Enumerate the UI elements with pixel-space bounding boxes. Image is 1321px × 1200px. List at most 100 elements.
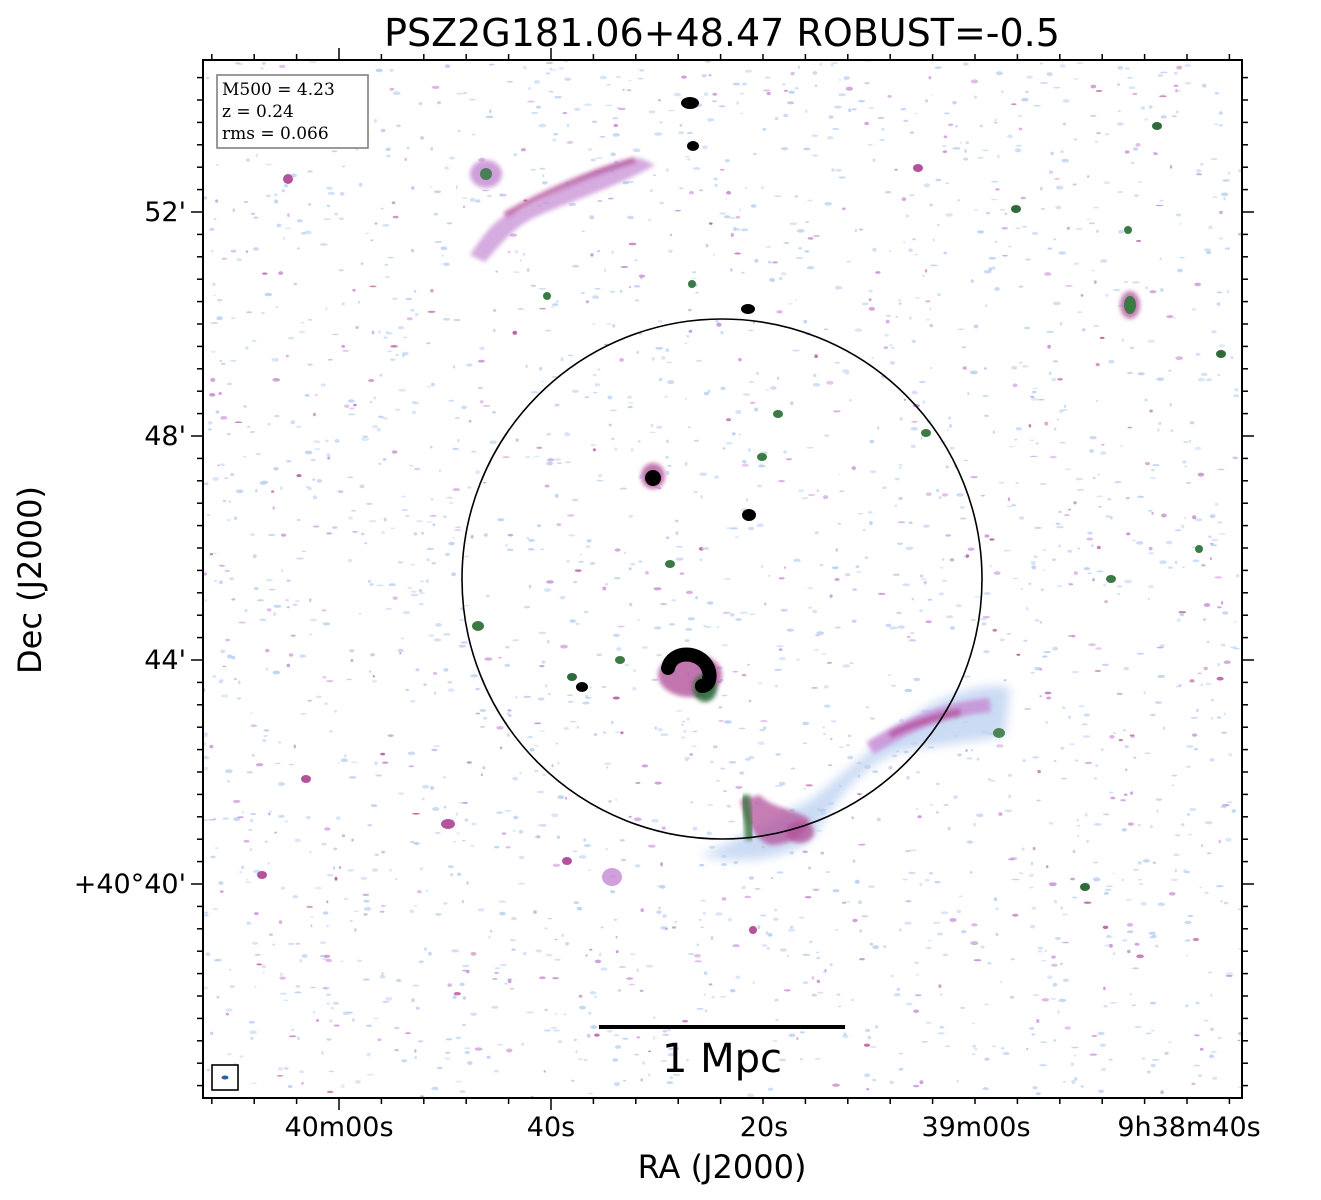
noise-speckle	[529, 748, 535, 752]
noise-speckle	[1121, 939, 1128, 942]
noise-speckle	[942, 150, 948, 154]
noise-speckle	[758, 682, 763, 685]
noise-speckle	[1017, 114, 1023, 118]
noise-speckle	[479, 346, 485, 351]
noise-speckle	[575, 1050, 578, 1054]
noise-speckle	[882, 486, 887, 489]
noise-speckle	[1054, 427, 1057, 431]
noise-speckle	[275, 306, 279, 309]
noise-speckle	[1104, 888, 1112, 891]
noise-speckle	[542, 174, 545, 178]
noise-speckle	[869, 521, 873, 526]
noise-speckle	[492, 308, 497, 313]
noise-speckle	[452, 995, 457, 999]
noise-speckle	[814, 354, 818, 359]
noise-speckle	[824, 969, 827, 972]
noise-speckle	[245, 346, 249, 350]
noise-speckle	[759, 463, 763, 467]
noise-speckle	[1070, 1062, 1074, 1066]
noise-speckle	[1210, 544, 1218, 547]
noise-speckle	[767, 260, 772, 264]
noise-speckle	[812, 888, 820, 892]
noise-speckle	[721, 863, 727, 866]
noise-speckle	[214, 958, 222, 962]
noise-speckle	[1089, 436, 1097, 440]
noise-speckle	[785, 458, 793, 461]
noise-speckle	[694, 960, 703, 963]
noise-speckle	[778, 479, 785, 483]
noise-speckle	[612, 1058, 619, 1062]
noise-speckle	[807, 587, 814, 590]
noise-speckle	[383, 517, 387, 522]
noise-speckle	[726, 190, 732, 195]
noise-speckle	[833, 410, 841, 413]
noise-speckle	[592, 295, 600, 299]
noise-speckle	[868, 289, 873, 293]
noise-speckle	[438, 469, 441, 472]
noise-speckle	[613, 577, 621, 580]
noise-speckle	[1214, 502, 1219, 506]
noise-speckle	[738, 358, 742, 362]
noise-speckle	[956, 909, 962, 914]
noise-speckle	[706, 831, 712, 836]
noise-speckle	[901, 197, 907, 202]
noise-speckle	[226, 1053, 232, 1056]
noise-speckle	[1173, 317, 1177, 319]
noise-speckle	[219, 360, 223, 362]
noise-speckle	[237, 697, 241, 700]
noise-speckle	[301, 954, 308, 958]
noise-speckle	[384, 276, 391, 278]
noise-speckle	[1174, 833, 1181, 837]
noise-speckle	[1192, 546, 1196, 549]
noise-speckle	[887, 95, 892, 98]
noise-speckle	[1191, 308, 1196, 311]
noise-speckle	[1129, 993, 1133, 996]
noise-speckle	[231, 598, 236, 601]
noise-speckle	[909, 131, 914, 135]
noise-speckle	[1054, 178, 1060, 180]
noise-speckle	[823, 495, 829, 500]
noise-speckle	[1219, 210, 1223, 215]
noise-speckle	[513, 829, 516, 832]
noise-speckle	[1053, 760, 1057, 762]
noise-speckle	[379, 373, 383, 377]
noise-speckle	[226, 382, 233, 386]
noise-speckle	[991, 266, 996, 270]
noise-speckle	[1184, 465, 1187, 468]
scale-bar-label: 1 Mpc	[662, 1036, 782, 1082]
noise-speckle	[359, 484, 365, 489]
noise-speckle	[251, 941, 259, 945]
noise-speckle	[1061, 941, 1070, 944]
noise-speckle	[372, 675, 375, 678]
noise-speckle	[1165, 540, 1173, 545]
noise-speckle	[429, 786, 435, 791]
noise-speckle	[984, 534, 990, 538]
noise-speckle	[321, 842, 327, 846]
noise-speckle	[497, 1044, 503, 1046]
noise-speckle	[637, 440, 641, 443]
noise-speckle	[1150, 1030, 1155, 1032]
noise-speckle	[528, 584, 532, 589]
noise-speckle	[648, 1050, 651, 1053]
noise-speckle	[297, 519, 301, 521]
noise-speckle	[984, 1003, 990, 1006]
noise-speckle	[993, 571, 1001, 575]
noise-speckle	[1004, 212, 1008, 215]
noise-speckle	[969, 370, 978, 375]
noise-speckle	[435, 913, 442, 916]
noise-speckle	[1026, 1048, 1029, 1050]
noise-speckle	[429, 446, 433, 449]
noise-speckle	[936, 932, 944, 936]
noise-speckle	[597, 368, 601, 371]
noise-speckle	[433, 745, 440, 748]
noise-speckle	[594, 383, 601, 387]
noise-speckle	[454, 416, 460, 420]
noise-speckle	[246, 921, 251, 925]
noise-speckle	[561, 934, 565, 937]
noise-speckle	[854, 228, 858, 232]
noise-speckle	[461, 197, 468, 199]
noise-speckle	[1200, 683, 1203, 686]
noise-speckle	[1209, 514, 1216, 518]
noise-speckle	[719, 995, 727, 998]
noise-speckle	[1076, 818, 1079, 822]
